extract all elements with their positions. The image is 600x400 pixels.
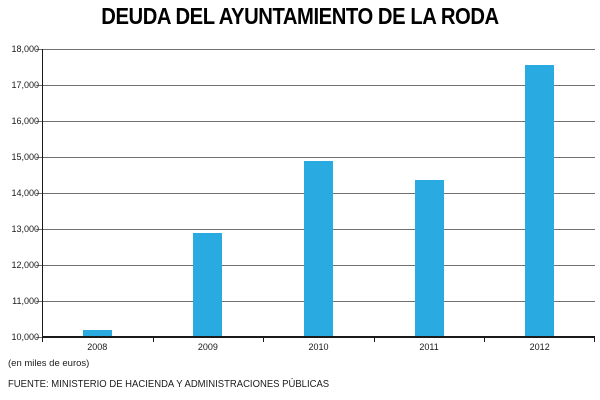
gridline bbox=[36, 48, 595, 50]
bar-2008 bbox=[82, 329, 112, 337]
x-tick-label: 2008 bbox=[87, 342, 108, 352]
bar-2011 bbox=[414, 180, 444, 337]
y-tick-label: 10,000 bbox=[11, 331, 39, 342]
x-tick-label: 2011 bbox=[419, 342, 439, 352]
gridline bbox=[36, 120, 595, 122]
x-tick-label: 2012 bbox=[529, 342, 550, 352]
chart-title: DEUDA DEL AYUNTAMIENTO DE LA RODA bbox=[101, 3, 499, 29]
y-tick-label: 17,000 bbox=[11, 79, 39, 90]
y-tick-label: 14,000 bbox=[11, 187, 39, 198]
y-tick-label: 15,000 bbox=[11, 151, 39, 162]
x-axis-tick bbox=[484, 337, 486, 342]
gridline bbox=[36, 84, 595, 86]
x-axis-tick bbox=[152, 337, 154, 342]
x-tick-label: 2009 bbox=[197, 342, 218, 352]
x-tick-label: 2010 bbox=[308, 342, 329, 352]
source-label: FUENTE: MINISTERIO DE HACIENDA Y ADMINIS… bbox=[8, 379, 330, 390]
y-tick-label: 13,000 bbox=[11, 223, 39, 234]
bar-2010 bbox=[304, 160, 333, 337]
x-axis-line bbox=[42, 336, 595, 338]
x-axis-tick bbox=[373, 337, 375, 342]
y-axis-line bbox=[42, 49, 43, 342]
gridline bbox=[36, 156, 595, 158]
x-axis-tick bbox=[594, 337, 595, 342]
y-tick-label: 18,000 bbox=[11, 43, 39, 54]
y-tick-label: 11,000 bbox=[12, 295, 39, 306]
unit-note-label: (en miles de euros) bbox=[8, 358, 90, 369]
plot-area: 10,000 11,000 12,000 13,000 14,000 15,000 16,0… bbox=[11, 44, 595, 352]
y-tick-label: 16,000 bbox=[11, 115, 39, 126]
x-axis-tick bbox=[263, 337, 265, 342]
y-tick-label: 12,000 bbox=[11, 259, 39, 270]
bar-2012 bbox=[525, 65, 555, 337]
bar-2009 bbox=[193, 232, 223, 337]
